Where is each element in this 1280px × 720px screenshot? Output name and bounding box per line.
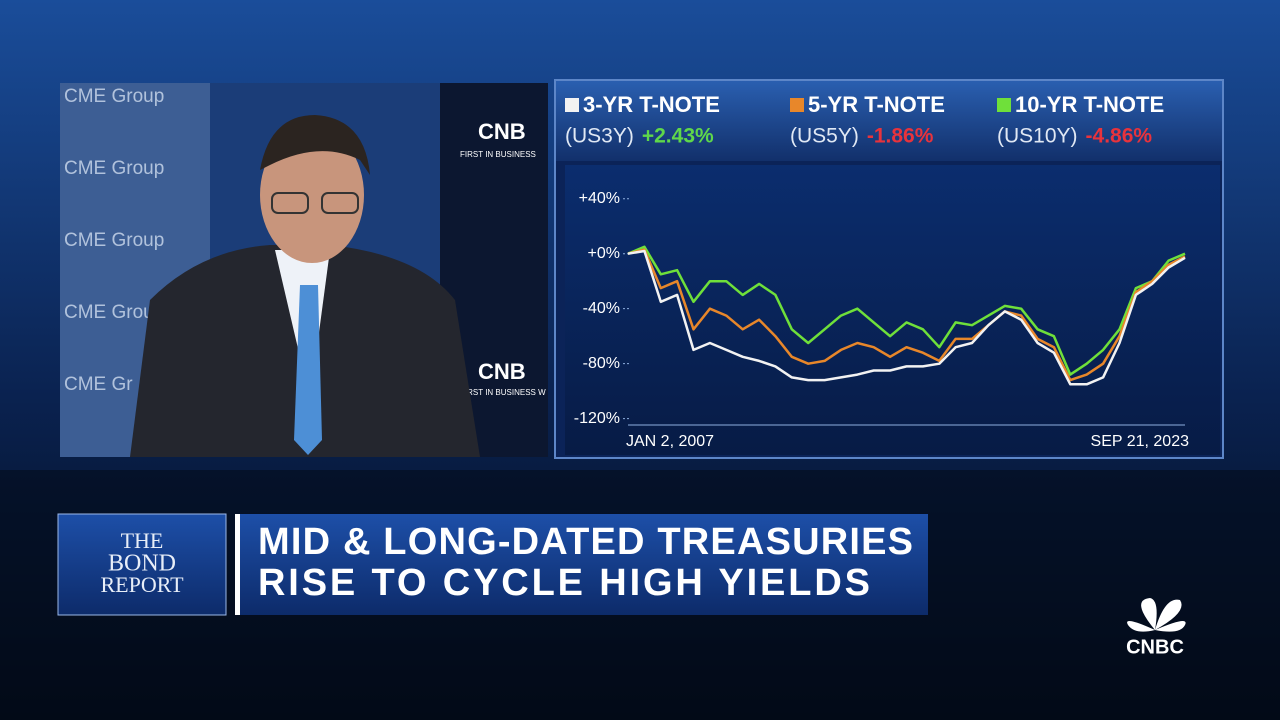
legend-ticker: (US10Y) bbox=[997, 125, 1078, 148]
backdrop-text: CME Gr bbox=[64, 374, 133, 395]
backdrop-text: CME Group bbox=[64, 86, 164, 107]
backdrop-text: CME Group bbox=[64, 302, 164, 323]
backdrop-text: CME Group bbox=[64, 158, 164, 179]
series-line bbox=[627, 245, 1186, 376]
chart: +40% +0% -40% -80% -120% JAN 2, 2007 SEP 21, 2… bbox=[565, 92, 1189, 450]
legend-ticker: (US3Y) bbox=[565, 125, 634, 148]
show-title: BOND bbox=[108, 551, 176, 577]
x-tick-label: SEP 21, 2023 bbox=[1091, 433, 1190, 450]
y-tick-label: -40% bbox=[583, 300, 620, 317]
backdrop-tagline: FIRST IN BUSINESS W bbox=[460, 388, 546, 397]
legend-header bbox=[556, 81, 1222, 161]
backdrop-logo: CNB bbox=[478, 359, 526, 384]
peacock bbox=[1127, 598, 1186, 632]
hair bbox=[260, 115, 370, 175]
legend-name: 3-YR T-NOTE bbox=[583, 92, 720, 117]
y-tick-label: -80% bbox=[583, 355, 620, 372]
presenter bbox=[130, 115, 480, 457]
y-tick-label: +0% bbox=[588, 245, 620, 262]
glasses bbox=[271, 192, 309, 214]
headline-accent bbox=[235, 514, 240, 615]
legend-change: +2.43% bbox=[642, 125, 714, 148]
series-line bbox=[627, 248, 1186, 382]
legend-change: -1.86% bbox=[867, 125, 934, 148]
headline: RISE TO CYCLE HIGH YIELDS bbox=[258, 562, 870, 604]
legend-swatch bbox=[997, 98, 1011, 112]
headline-box bbox=[235, 514, 928, 615]
backdrop-texts: CME Group CME Group CME Group CME Group CME … bbox=[64, 86, 546, 397]
backdrop-logo: CNB bbox=[478, 119, 526, 144]
show-title: THE bbox=[121, 528, 164, 553]
legend-swatch bbox=[790, 98, 804, 112]
x-tick-label: JAN 2, 2007 bbox=[626, 433, 714, 450]
legend-name: 5-YR T-NOTE bbox=[808, 92, 945, 117]
head bbox=[260, 127, 364, 263]
show-box bbox=[57, 513, 227, 616]
plot-area bbox=[565, 165, 1220, 455]
backdrop-tagline: FIRST IN BUSINESS bbox=[460, 150, 536, 159]
tie bbox=[294, 285, 322, 455]
network-logo: CNBC bbox=[1126, 598, 1186, 658]
series-line bbox=[627, 249, 1186, 386]
y-tick-label: -120% bbox=[574, 410, 620, 427]
network-name: CNBC bbox=[1126, 636, 1184, 658]
backdrop-text: CME Group bbox=[64, 230, 164, 251]
glasses bbox=[321, 192, 359, 214]
y-tick-label: +40% bbox=[579, 190, 620, 207]
legend-name: 10-YR T-NOTE bbox=[1015, 92, 1164, 117]
legend-swatch bbox=[565, 98, 579, 112]
legend-change: -4.86% bbox=[1086, 125, 1153, 148]
headline: MID & LONG-DATED TREASURIES bbox=[258, 521, 913, 563]
show-title: REPORT bbox=[100, 572, 184, 597]
legend-ticker: (US5Y) bbox=[790, 125, 859, 148]
